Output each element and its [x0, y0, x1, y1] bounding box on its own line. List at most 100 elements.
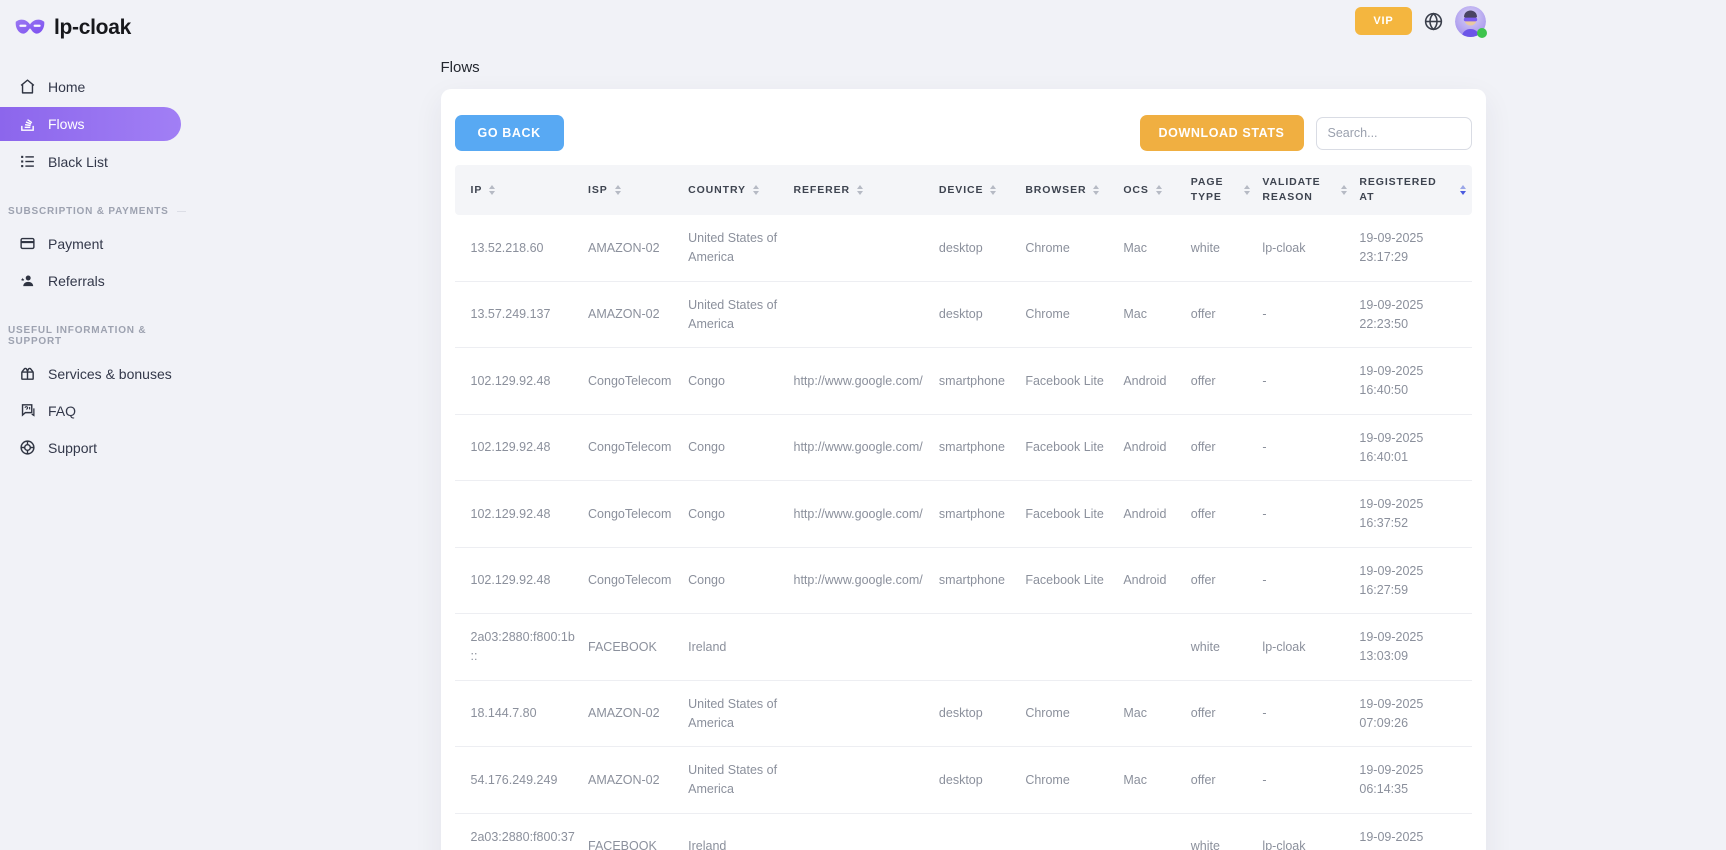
col-country[interactable]: COUNTRY — [682, 165, 788, 216]
cell-page-type: offer — [1184, 347, 1257, 415]
go-back-button[interactable]: GO BACK — [454, 115, 564, 151]
cell-device: smartphone — [932, 414, 1020, 482]
sort-icon[interactable] — [1341, 185, 1348, 196]
cell-isp: AMAZON-02 — [582, 746, 683, 814]
table-row[interactable]: 13.52.218.60 AMAZON-02 United States of … — [454, 215, 1472, 282]
sort-icon[interactable] — [856, 185, 863, 196]
table-row[interactable]: 102.129.92.48 CongoTelecom Congo http://… — [454, 547, 1472, 615]
sidebar-item-label: Flows — [48, 116, 85, 132]
cell-validate-reason: - — [1256, 281, 1354, 349]
cell-browser: Chrome — [1019, 746, 1118, 814]
sort-icon[interactable] — [489, 185, 496, 196]
table-row[interactable]: 13.57.249.137 AMAZON-02 United States of… — [454, 281, 1472, 349]
sidebar-item-label: Services & bonuses — [48, 365, 172, 382]
cell-device: desktop — [932, 680, 1020, 748]
cell-country: United States of America — [682, 746, 788, 814]
table-row[interactable]: 2a03:2880:f800:37:: FACEBOOK Ireland whi… — [454, 813, 1472, 850]
sort-icon[interactable] — [990, 185, 997, 196]
sidebar-item-label: Payment — [48, 235, 104, 252]
cell-device: smartphone — [932, 347, 1020, 415]
cell-registered-at: 19-09-2025 16:40:50 — [1353, 347, 1472, 415]
table-row[interactable]: 102.129.92.48 CongoTelecom Congo http://… — [454, 414, 1472, 482]
cell-ocs: Android — [1117, 547, 1185, 615]
sidebar-item-home[interactable]: Home — [0, 68, 200, 105]
sidebar-item-black-list[interactable]: Black List — [0, 143, 200, 180]
sort-icon[interactable] — [614, 185, 621, 196]
cell-validate-reason: - — [1256, 547, 1354, 615]
cell-validate-reason: lp-cloak — [1256, 215, 1354, 282]
table-row[interactable]: 102.129.92.48 CongoTelecom Congo http://… — [454, 480, 1472, 548]
cell-country: Ireland — [682, 613, 788, 681]
cell-validate-reason: - — [1256, 480, 1354, 548]
sort-icon[interactable] — [1093, 185, 1100, 196]
sidebar-item-label: Black List — [48, 153, 108, 170]
cell-registered-at: 19-09-2025 16:40:01 — [1353, 414, 1472, 482]
sidebar-item-support[interactable]: Support — [0, 429, 200, 466]
col-referer[interactable]: REFERER — [787, 165, 933, 216]
col-page-type[interactable]: PAGE TYPE — [1184, 165, 1257, 216]
col-isp[interactable]: ISP — [582, 165, 683, 216]
avatar[interactable] — [1454, 5, 1487, 38]
cell-ip: 13.57.249.137 — [454, 281, 583, 349]
sidebar-item-flows[interactable]: Flows — [0, 107, 181, 141]
cell-validate-reason: - — [1256, 347, 1354, 415]
payment-icon — [18, 235, 36, 253]
cell-ocs: Android — [1117, 480, 1185, 548]
cell-registered-at: 19-09-2025 16:27:59 — [1353, 547, 1472, 615]
download-stats-button[interactable]: DOWNLOAD STATS — [1139, 115, 1304, 151]
sidebar-nav: Home Flows Black List SUBSCRIPTION & PAY… — [0, 68, 200, 466]
blacklist-icon — [18, 153, 36, 171]
sort-icon[interactable] — [1155, 185, 1162, 196]
cell-page-type: offer — [1184, 680, 1257, 748]
globe-icon[interactable] — [1423, 11, 1444, 32]
table-body: 13.52.218.60 AMAZON-02 United States of … — [454, 215, 1472, 850]
search-input[interactable] — [1315, 116, 1472, 150]
online-status-dot — [1476, 27, 1487, 38]
table-header-row: IP ISP COUNTRY REFERER DEVICE BROWSER OC… — [454, 165, 1472, 216]
table-row[interactable]: 18.144.7.80 AMAZON-02 United States of A… — [454, 680, 1472, 748]
cell-ocs: Mac — [1117, 746, 1185, 814]
col-validate-reason[interactable]: VALIDATE REASON — [1256, 165, 1354, 216]
cell-browser: Facebook Lite — [1019, 414, 1118, 482]
sidebar-item-services-bonuses[interactable]: Services & bonuses — [0, 355, 200, 392]
col-ip[interactable]: IP — [454, 165, 583, 216]
cell-country: United States of America — [682, 281, 788, 349]
cell-referer — [787, 746, 933, 814]
col-ocs[interactable]: OCS — [1117, 165, 1185, 216]
cell-isp: CongoTelecom — [582, 414, 683, 482]
flows-card: GO BACK DOWNLOAD STATS IP ISP COUNTRY — [440, 89, 1486, 850]
cell-device — [932, 613, 1020, 681]
cell-ip: 54.176.249.249 — [454, 746, 583, 814]
vip-button[interactable]: VIP — [1355, 7, 1412, 35]
sidebar-item-faq[interactable]: FAQ — [0, 392, 200, 429]
col-registered-at[interactable]: REGISTERED AT — [1353, 165, 1472, 216]
cell-ocs: Mac — [1117, 680, 1185, 748]
flows-icon — [18, 115, 36, 133]
cell-validate-reason: - — [1256, 680, 1354, 748]
col-device[interactable]: DEVICE — [932, 165, 1020, 216]
cell-page-type: offer — [1184, 547, 1257, 615]
cell-ip: 2a03:2880:f800:1b:: — [454, 613, 583, 681]
main-content: VIP — [200, 0, 1726, 850]
sort-icon[interactable] — [752, 185, 759, 196]
cell-device: desktop — [932, 215, 1020, 282]
cell-browser: Facebook Lite — [1019, 480, 1118, 548]
table-row[interactable]: 2a03:2880:f800:1b:: FACEBOOK Ireland whi… — [454, 613, 1472, 681]
sort-icon[interactable] — [1244, 185, 1251, 196]
sidebar-item-payment[interactable]: Payment — [0, 225, 200, 262]
cell-referer — [787, 813, 933, 850]
cell-registered-at: 19-09-2025 06:14:35 — [1353, 746, 1472, 814]
sort-icon-active[interactable] — [1459, 185, 1466, 196]
logo-link[interactable]: lp-cloak — [0, 8, 200, 50]
cell-ocs: Mac — [1117, 215, 1185, 282]
cell-isp: FACEBOOK — [582, 813, 683, 850]
cell-ocs: Android — [1117, 347, 1185, 415]
table-row[interactable]: 102.129.92.48 CongoTelecom Congo http://… — [454, 347, 1472, 415]
cell-page-type: white — [1184, 613, 1257, 681]
cell-country: Congo — [682, 414, 788, 482]
sidebar-item-referrals[interactable]: Referrals — [0, 262, 200, 299]
table-row[interactable]: 54.176.249.249 AMAZON-02 United States o… — [454, 746, 1472, 814]
cell-referer: http://www.google.com/ — [787, 414, 933, 482]
cell-registered-at: 19-09-2025 13:03:09 — [1353, 613, 1472, 681]
col-browser[interactable]: BROWSER — [1019, 165, 1118, 216]
